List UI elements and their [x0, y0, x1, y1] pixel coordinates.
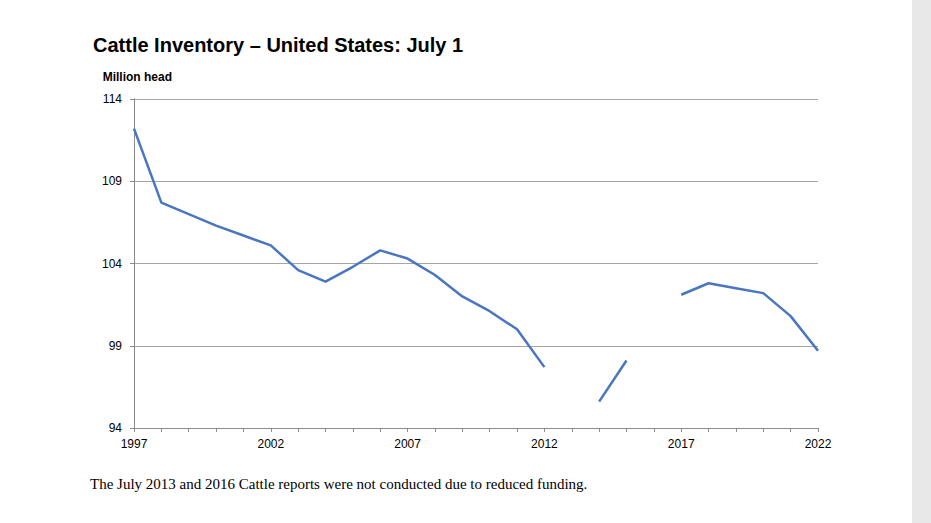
svg-text:109: 109: [102, 174, 122, 188]
svg-text:Million head: Million head: [103, 70, 172, 84]
svg-text:114: 114: [103, 92, 122, 106]
svg-text:2017: 2017: [668, 437, 695, 451]
svg-text:2012: 2012: [531, 437, 558, 451]
svg-text:104: 104: [102, 257, 122, 271]
svg-text:2002: 2002: [257, 437, 284, 451]
svg-text:Cattle Inventory – United Stat: Cattle Inventory – United States: July 1: [93, 34, 463, 56]
svg-text:2007: 2007: [394, 437, 421, 451]
svg-text:99: 99: [109, 339, 123, 353]
svg-text:94: 94: [109, 421, 123, 435]
svg-text:2022: 2022: [805, 437, 832, 451]
svg-text:The July 2013 and 2016 Cattle: The July 2013 and 2016 Cattle reports we…: [90, 476, 587, 492]
svg-text:1997: 1997: [121, 437, 148, 451]
